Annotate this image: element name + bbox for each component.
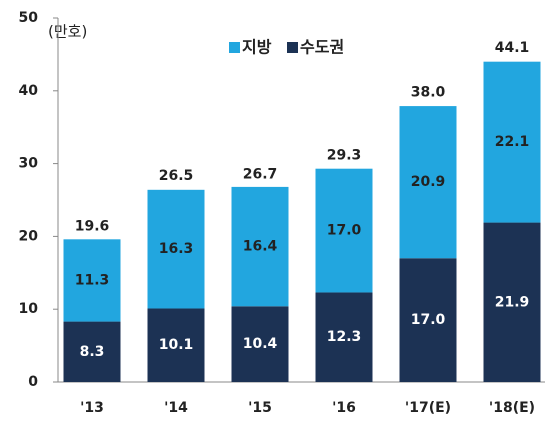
bar-segment xyxy=(483,222,541,382)
total-label: 38.0 xyxy=(411,84,446,100)
data-label: 11.3 xyxy=(75,272,110,288)
legend-swatch xyxy=(229,42,240,53)
data-label: 21.9 xyxy=(495,294,530,310)
x-tick-label: '16 xyxy=(332,400,356,416)
legend-label: 수도권 xyxy=(300,38,344,57)
legend-label: 지방 xyxy=(242,38,272,57)
bar-segment xyxy=(399,106,457,259)
x-tick-label: '15 xyxy=(248,400,272,416)
bar-segment xyxy=(63,321,121,382)
data-label: 8.3 xyxy=(80,344,105,360)
y-tick-label: 50 xyxy=(19,10,39,26)
y-tick-label: 10 xyxy=(19,301,39,317)
y-tick-label: 30 xyxy=(19,156,39,172)
x-tick-label: '18(E) xyxy=(489,400,535,416)
bar-segment xyxy=(147,189,205,309)
data-label: 16.3 xyxy=(159,241,194,257)
data-label: 17.0 xyxy=(327,223,362,239)
data-label: 10.1 xyxy=(159,337,194,353)
bar-segment xyxy=(483,61,541,223)
y-tick-label: 20 xyxy=(19,228,39,244)
bar-segment xyxy=(231,306,289,382)
total-label: 19.6 xyxy=(75,218,110,234)
total-label: 44.1 xyxy=(495,40,530,56)
x-tick-label: '14 xyxy=(164,400,188,416)
data-label: 12.3 xyxy=(327,329,362,345)
data-label: 17.0 xyxy=(411,312,446,328)
x-tick-label: '13 xyxy=(80,400,104,416)
data-label: 22.1 xyxy=(495,134,530,150)
bar-segment xyxy=(231,186,289,307)
x-tick-label: '17(E) xyxy=(405,400,451,416)
bar-segment xyxy=(315,168,373,293)
bar-segment xyxy=(63,239,121,322)
unit-label: (만호) xyxy=(48,23,87,41)
total-label: 26.7 xyxy=(243,167,278,183)
y-tick-label: 40 xyxy=(19,83,39,99)
bar-segment xyxy=(399,258,457,382)
legend-swatch xyxy=(287,42,298,53)
bar-segment xyxy=(315,292,373,382)
total-label: 26.5 xyxy=(159,168,194,184)
y-tick-label: 0 xyxy=(28,374,38,390)
data-label: 10.4 xyxy=(243,336,278,352)
data-label: 20.9 xyxy=(411,174,446,190)
data-label: 16.4 xyxy=(243,239,278,255)
total-label: 29.3 xyxy=(327,148,362,164)
bar-segment xyxy=(147,308,205,382)
